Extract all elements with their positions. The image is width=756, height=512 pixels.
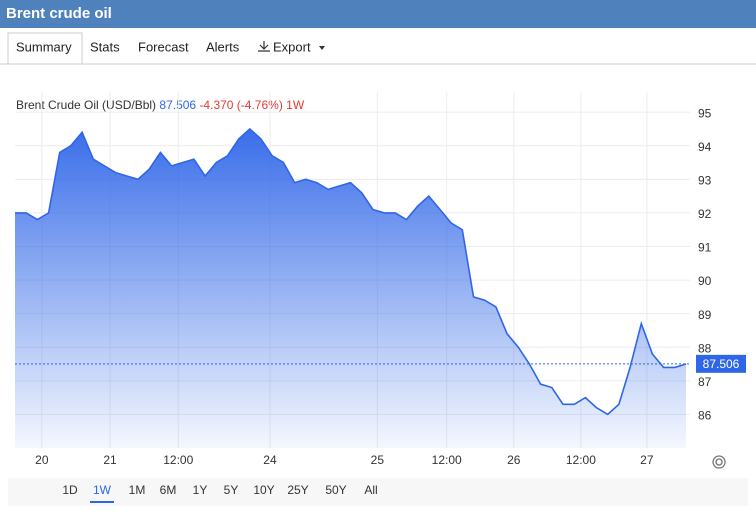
area-fill [15,128,686,448]
y-tick-label: 91 [698,241,712,255]
range-button[interactable]: 6M [160,483,177,497]
tab-selected-box [7,32,83,65]
y-tick-label: 94 [698,140,712,154]
settings-icon[interactable] [712,455,726,469]
x-tick-label: 12:00 [163,453,193,467]
download-icon [258,41,270,52]
y-tick-label: 95 [698,106,712,120]
range-bar [8,478,748,506]
range-button[interactable]: 1D [62,483,78,497]
tab[interactable]: Alerts [206,39,240,54]
change: -4.370 (-4.76%) [199,98,282,112]
range-button[interactable]: 50Y [325,483,346,497]
x-tick-label: 21 [103,453,117,467]
dropdown-arrow [319,46,325,50]
range-button[interactable]: 25Y [287,483,308,497]
y-tick-label: 90 [698,274,712,288]
chart-legend: Brent Crude Oil (USD/Bbl) 87.506 -4.370 … [16,98,305,112]
tab[interactable]: Export [273,39,311,54]
y-tick-label: 88 [698,341,712,355]
chart: Brent Crude Oil (USD/Bbl) 87.506 -4.370 … [15,92,746,467]
last-value-box [696,354,746,373]
price-line [15,127,687,416]
tab[interactable]: Summary [16,39,72,54]
y-tick-label: 89 [698,308,712,322]
x-tick-label: 27 [640,453,654,467]
y-tick-label: 87 [698,375,712,389]
page-title: Brent crude oil [6,5,112,22]
x-tick-label: 24 [263,453,277,467]
tab[interactable]: Forecast [138,39,189,54]
x-tick-label: 12:00 [566,453,596,467]
x-tick-label: 20 [35,453,49,467]
range-button[interactable]: 1M [129,483,146,497]
x-tick-label: 25 [371,453,385,467]
range-button[interactable]: All [364,483,377,497]
last-value-label: 87.506 [703,357,740,371]
y-tick-label: 86 [698,409,712,423]
range-button[interactable]: 10Y [253,483,274,497]
tab[interactable]: Stats [90,39,120,54]
y-tick-label: 92 [698,207,712,221]
range-button[interactable]: 1Y [193,483,208,497]
period: 1W [286,98,305,112]
range-button[interactable]: 5Y [224,483,239,497]
chart-title: Brent Crude Oil (USD/Bbl) [16,98,156,112]
x-tick-label: 26 [507,453,521,467]
y-tick-label: 93 [698,173,712,187]
title-bar [0,0,756,28]
range-button[interactable]: 1W [93,483,112,497]
x-tick-label: 12:00 [432,453,462,467]
tab-bar [0,28,756,64]
